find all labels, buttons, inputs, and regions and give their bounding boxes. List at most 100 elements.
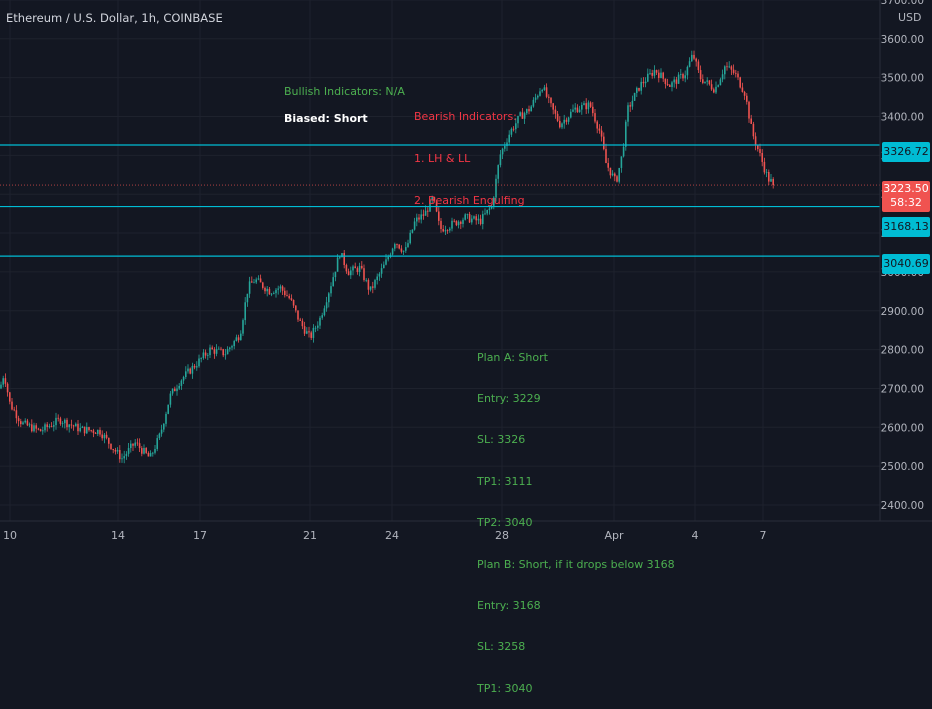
candle-body [189,368,191,374]
candle-body [627,105,629,122]
candle-body [253,282,255,284]
x-tick-label: 17 [193,529,207,542]
candle-body [103,434,106,439]
candle-body [50,426,53,427]
candle-body [218,348,220,350]
candle-body [68,424,70,428]
candle-body [730,66,733,70]
candle-body [22,422,24,425]
candle-body [125,453,128,457]
candle-body [673,79,675,83]
candle-body [116,450,119,452]
candle-body [154,449,156,453]
candle-body [169,393,172,405]
candle-body [53,425,55,427]
candle-body [2,378,4,385]
candle-countdown: 58:32 [890,196,922,209]
candle-body [48,426,51,428]
candle-body [603,136,605,150]
candle-body [486,209,488,214]
candle-body [17,418,20,422]
candle-body [561,123,563,128]
candle-body [292,299,295,306]
candle-body [44,424,46,431]
candle-body [537,95,539,98]
candle-body [759,149,761,154]
candle-body [209,347,211,356]
candle-body [303,326,306,334]
candle-body [24,420,26,423]
candle-body [130,443,132,449]
candle-body [721,74,724,80]
candle-body [768,172,770,182]
candle-body [761,153,763,162]
candle-body [680,73,682,75]
candle-body [396,244,398,245]
candle-body [193,365,196,368]
candle-body [484,213,486,215]
candle-body [42,430,44,432]
candle-body [559,120,561,128]
candle-body [671,82,673,87]
candle-body [475,216,477,221]
candle-body [77,423,79,432]
candle-body [306,331,308,334]
candle-body [691,54,693,62]
candle-body [105,434,108,438]
candle-body [688,61,691,67]
candle-body [609,167,612,176]
candle-body [81,426,84,428]
candle-body [356,268,359,273]
candle-body [83,426,86,434]
candle-body [739,77,741,88]
candle-body [693,54,695,59]
candle-body [735,72,737,74]
candle-body [90,430,92,431]
candle-body [207,355,209,356]
candle-body [299,319,301,321]
plan-line: TP1: 3040 [477,681,533,695]
candle-body [365,279,367,281]
bias-note: Biased: Short [284,112,368,125]
candle-body [361,265,363,269]
candle-body [191,365,194,374]
candle-body [471,218,473,223]
candle-body [72,425,75,427]
candle-body [394,244,396,249]
candle-body [266,288,268,292]
candle-body [178,385,180,389]
candle-body [427,210,429,212]
candle-body [352,266,354,271]
candle-body [310,332,312,338]
candle-body [358,265,361,273]
candle-body [539,91,541,96]
candle-body [259,278,262,283]
candle-body [240,333,242,341]
candle-body [647,73,649,82]
candle-body [251,281,253,283]
candle-body [200,357,202,359]
candle-body [332,277,334,287]
candle-body [631,100,634,107]
candle-body [314,327,317,329]
candle-body [264,287,266,292]
candle-body [145,447,147,453]
candle-body [31,424,33,432]
candle-body [75,423,77,427]
candle-body [270,293,273,295]
candle-body [20,421,22,425]
bearish-line: Bearish Indicators: [414,110,517,123]
price-chart[interactable]: 2400.00 2500.00 2600.00 2700.00 2800.00 2900.… [0,0,932,550]
candle-body [600,130,603,137]
candle-body [59,418,62,424]
x-tick-label: 28 [495,529,509,542]
candle-body [724,66,726,75]
candle-body [686,66,689,76]
candle-body [372,286,374,288]
candle-body [455,220,458,226]
candle-body [438,211,440,221]
candle-body [446,230,449,231]
candle-body [660,72,662,78]
price-tag-lower-level: 3040.69 [882,254,930,274]
candle-body [592,106,594,114]
